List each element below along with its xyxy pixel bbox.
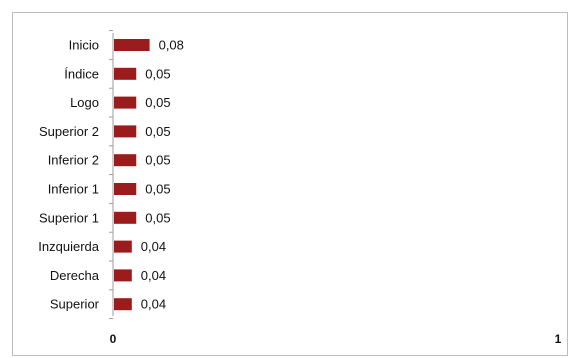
bar — [114, 39, 150, 51]
bar — [114, 183, 137, 195]
category-label: Superior 1 — [39, 210, 99, 225]
value-label: 0,04 — [141, 297, 166, 312]
category-label: Superior 2 — [39, 124, 99, 139]
value-label: 0,05 — [145, 210, 170, 225]
bar — [114, 154, 137, 167]
value-label: 0,05 — [145, 182, 170, 197]
bar — [114, 240, 132, 253]
value-label: 0,08 — [159, 38, 184, 53]
bar — [114, 125, 137, 138]
value-label: 0,05 — [145, 66, 170, 81]
value-label: 0,05 — [145, 95, 170, 110]
value-label: 0,05 — [145, 153, 170, 168]
category-label: Índice — [64, 66, 99, 81]
chart-frame: Inicio Índice Logo Superior 2 Inferior 2 Infe… — [12, 12, 568, 356]
value-labels: 0,08 0,05 0,05 0,05 0,05 0,05 0,05 0,04 0,04 0,04 — [141, 38, 184, 312]
chart-axes — [109, 30, 114, 320]
bar — [114, 96, 137, 109]
category-labels: Inicio Índice Logo Superior 2 Inferior 2 Infe… — [38, 38, 99, 312]
value-label: 0,04 — [141, 239, 166, 254]
bar — [114, 211, 137, 224]
category-label: Logo — [70, 95, 99, 110]
value-label: 0,04 — [141, 268, 166, 283]
bar-chart: Inicio Índice Logo Superior 2 Inferior 2 Infe… — [38, 30, 562, 346]
bar — [114, 67, 137, 80]
category-label: Superior — [50, 297, 100, 312]
category-label: Inferior 2 — [48, 153, 99, 168]
category-label: Derecha — [50, 268, 100, 283]
value-label: 0,05 — [145, 124, 170, 139]
bar — [114, 269, 132, 282]
category-label: Inicio — [69, 38, 99, 53]
category-label: Inzquierda — [38, 239, 99, 254]
bar — [114, 298, 132, 311]
x-tick-label: 0 — [110, 332, 117, 346]
x-tick-label: 1 — [555, 332, 562, 346]
bars — [114, 39, 150, 311]
category-label: Inferior 1 — [48, 182, 99, 197]
